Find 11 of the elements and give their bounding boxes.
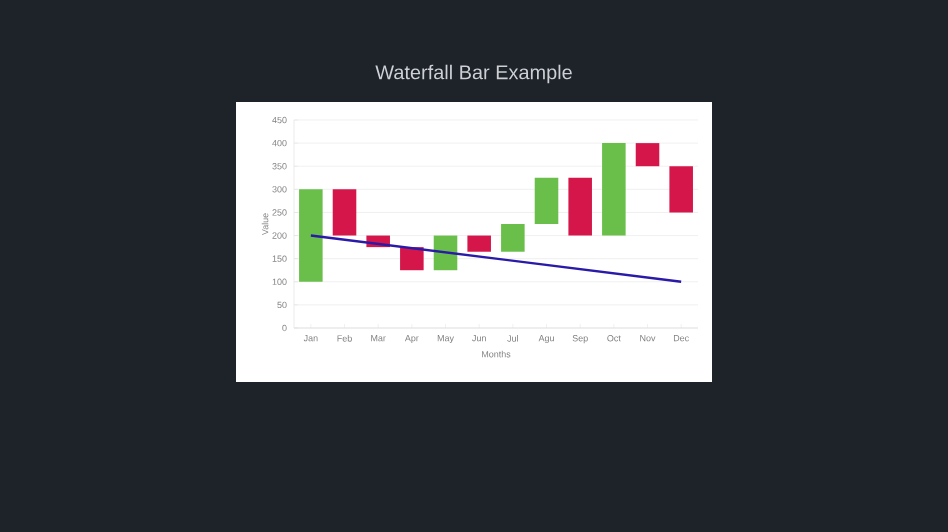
bar [467, 235, 491, 252]
bar [669, 166, 693, 213]
bar [635, 143, 660, 167]
bar [400, 247, 424, 271]
bar [501, 224, 525, 252]
bar [534, 177, 559, 224]
bar [568, 177, 592, 236]
chart-title: Waterfall Bar Example [375, 64, 572, 84]
bar [299, 189, 323, 282]
bar [602, 143, 626, 236]
bar [332, 189, 357, 236]
